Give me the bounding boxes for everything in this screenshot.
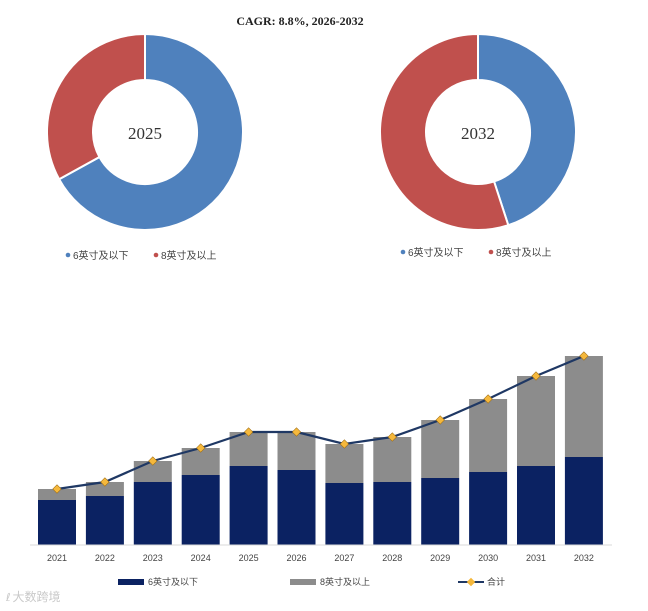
bar-2025-series-1 (229, 466, 268, 545)
watermark: ℓ 大数跨境 (6, 588, 61, 605)
total-marker-2031 (531, 371, 541, 381)
bar-2029-series-2 (421, 420, 460, 478)
x-tick-2025: 2025 (239, 553, 259, 563)
donut-1-legend-label-1: 6英寸及以下 (73, 249, 129, 262)
bar-chart-legend: 6英寸及以下 8英寸及以上 合计 (118, 576, 505, 587)
total-marker-2027 (339, 439, 349, 449)
x-tick-2023: 2023 (143, 553, 163, 563)
bar-2029-series-1 (421, 478, 460, 545)
bar-2022-series-1 (85, 496, 124, 545)
x-tick-2021: 2021 (47, 553, 67, 563)
total-marker-2023 (148, 456, 158, 466)
donut-1-slice-1 (57, 32, 244, 231)
legend-marker-series-2 (290, 579, 316, 585)
bar-2021-series-2 (38, 489, 76, 500)
total-marker-2026 (291, 427, 302, 437)
legend-marker-total (466, 577, 476, 587)
donut-2-legend-marker-2 (488, 249, 494, 255)
total-marker-2025 (244, 427, 254, 437)
donut-2-legend-label-2: 8英寸及以上 (496, 246, 552, 259)
stacked-bar-chart: 2021 2022 2023 2024 2025 2026 2027 2028 2029 2030… (30, 351, 612, 563)
bar-2023-series-1 (133, 482, 172, 545)
donut-1-legend-marker-1 (65, 252, 71, 258)
donut-1-legend-marker-2 (153, 252, 159, 258)
total-marker-2030 (483, 394, 493, 404)
donut-2-slice-1 (477, 32, 577, 227)
bar-2026-series-2 (277, 432, 316, 470)
total-marker-2028 (387, 432, 397, 442)
bar-2032-series-2 (564, 356, 603, 457)
x-tick-2029: 2029 (430, 553, 450, 563)
x-tick-2032: 2032 (574, 553, 594, 563)
bar-2030-series-2 (469, 399, 508, 472)
donut-legends: 6英寸及以下 8英寸及以上 6英寸及以下 8英寸及以上 (65, 246, 552, 262)
bar-2027-series-2 (325, 444, 364, 483)
legend-label-total: 合计 (487, 576, 505, 587)
x-tick-2027: 2027 (334, 553, 354, 563)
watermark-logo-icon: ℓ (6, 591, 11, 604)
x-tick-2028: 2028 (382, 553, 402, 563)
bar-2026-series-1 (277, 470, 316, 545)
legend-label-series-1: 6英寸及以下 (148, 576, 198, 587)
legend-marker-series-1 (118, 579, 144, 585)
bar-2025-series-2 (229, 432, 268, 466)
donut-2-legend-marker-1 (400, 249, 406, 255)
total-marker-2024 (196, 443, 206, 453)
bar-2031-series-2 (517, 376, 555, 466)
bar-2028-series-1 (373, 482, 412, 545)
x-tick-2026: 2026 (286, 553, 306, 563)
bar-2028-series-2 (373, 437, 412, 482)
bar-2021-series-1 (38, 500, 76, 545)
donut-charts: 2025 2032 (46, 32, 577, 231)
donut-1-legend-label-2: 8英寸及以上 (161, 249, 217, 262)
x-tick-2024: 2024 (191, 553, 211, 563)
x-tick-2031: 2031 (526, 553, 546, 563)
x-tick-2030: 2030 (478, 553, 498, 563)
bar-2024-series-1 (181, 475, 220, 545)
total-marker-2032 (579, 351, 589, 361)
chart-title: CAGR: 8.8%, 2026-2032 (236, 14, 363, 28)
donut-2-center-label: 2032 (461, 124, 495, 143)
bar-2032-series-1 (564, 457, 603, 545)
total-marker-2029 (435, 415, 445, 425)
donut-2-legend-label-1: 6英寸及以下 (408, 246, 464, 259)
total-marker-2021 (52, 484, 62, 494)
donut-1-center-label: 2025 (128, 124, 162, 143)
bar-2031-series-1 (517, 466, 555, 545)
watermark-text: 大数跨境 (12, 590, 61, 604)
legend-label-series-2: 8英寸及以上 (320, 576, 370, 587)
bar-2030-series-1 (469, 472, 508, 545)
total-line (56, 354, 585, 491)
x-tick-2022: 2022 (95, 553, 115, 563)
donut-2-slice-2 (379, 32, 510, 231)
bar-2027-series-1 (325, 483, 364, 545)
total-marker-2022 (100, 477, 110, 487)
donut-1-slice-2 (46, 32, 146, 181)
bar-2022-series-2 (85, 482, 124, 496)
